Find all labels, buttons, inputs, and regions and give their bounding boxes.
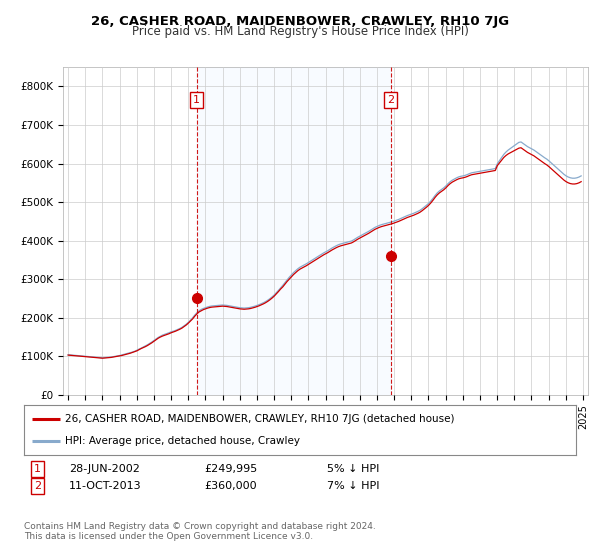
- Text: 11-OCT-2013: 11-OCT-2013: [69, 481, 142, 491]
- Text: Price paid vs. HM Land Registry's House Price Index (HPI): Price paid vs. HM Land Registry's House …: [131, 25, 469, 38]
- Text: £360,000: £360,000: [204, 481, 257, 491]
- Text: 2: 2: [34, 481, 41, 491]
- Text: 26, CASHER ROAD, MAIDENBOWER, CRAWLEY, RH10 7JG: 26, CASHER ROAD, MAIDENBOWER, CRAWLEY, R…: [91, 15, 509, 27]
- Text: 28-JUN-2002: 28-JUN-2002: [69, 464, 140, 474]
- Bar: [197, 67, 391, 395]
- Text: 5% ↓ HPI: 5% ↓ HPI: [327, 464, 379, 474]
- Text: Contains HM Land Registry data © Crown copyright and database right 2024.
This d: Contains HM Land Registry data © Crown c…: [24, 522, 376, 542]
- Text: 7% ↓ HPI: 7% ↓ HPI: [327, 481, 380, 491]
- Text: HPI: Average price, detached house, Crawley: HPI: Average price, detached house, Craw…: [65, 436, 301, 446]
- Text: £249,995: £249,995: [204, 464, 257, 474]
- Text: 2: 2: [387, 95, 394, 105]
- Text: 26, CASHER ROAD, MAIDENBOWER, CRAWLEY, RH10 7JG (detached house): 26, CASHER ROAD, MAIDENBOWER, CRAWLEY, R…: [65, 414, 455, 424]
- Text: 1: 1: [193, 95, 200, 105]
- Text: 1: 1: [34, 464, 41, 474]
